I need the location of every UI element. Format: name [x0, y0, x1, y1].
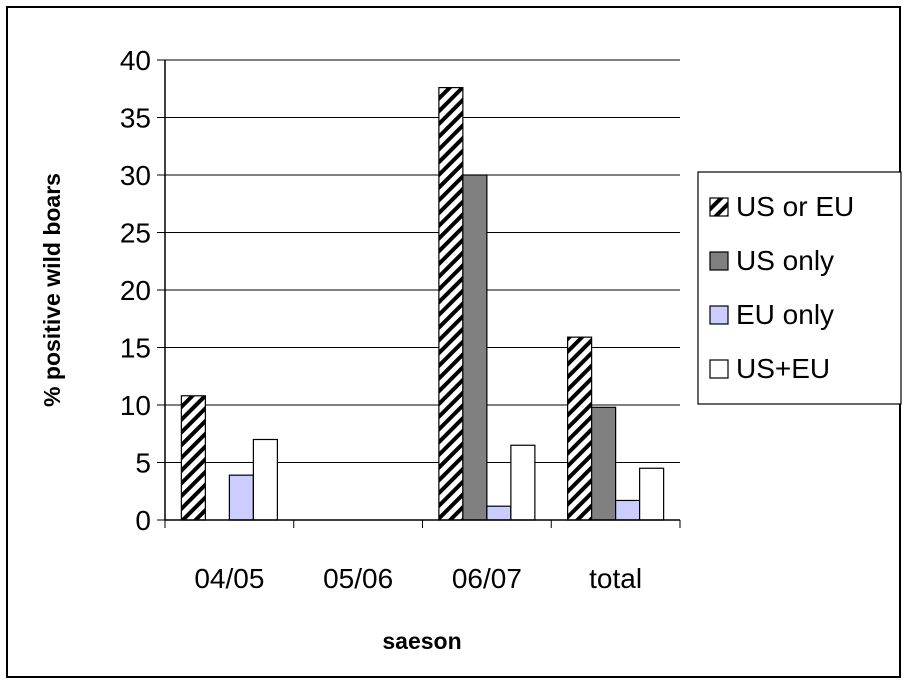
- bar-eu-only-06-07: [486, 505, 512, 521]
- y-tick-label: 40: [120, 45, 151, 76]
- legend-swatch: [709, 305, 729, 325]
- bar-eu-only-total: [615, 499, 641, 521]
- bar-us-or-eu-total: [567, 336, 593, 521]
- legend-swatch: [709, 197, 729, 217]
- x-axis-label: saeson: [382, 628, 461, 654]
- y-tick-label: 15: [120, 333, 151, 364]
- y-tick-label: 0: [135, 505, 151, 536]
- y-tick-label: 35: [120, 103, 151, 134]
- legend-box: [697, 171, 902, 405]
- x-tick-label: total: [589, 563, 642, 594]
- x-tick-label: 06/07: [452, 563, 522, 594]
- bar-us-or-eu-06-07: [438, 86, 464, 521]
- axes: 0 5 10 15 20 25 30 35 40 04/05 05/06 06/07 total: [120, 45, 681, 594]
- legend-label: US+EU: [736, 353, 830, 384]
- bar-us-only-total: [591, 406, 617, 521]
- bars: [180, 86, 665, 521]
- x-tick-label: 05/06: [323, 563, 393, 594]
- x-tick-label: 04/05: [194, 563, 264, 594]
- y-tick-label: 30: [120, 160, 151, 191]
- bar-us-eu-06-07: [510, 444, 536, 521]
- bar-us-eu-total: [639, 467, 665, 521]
- y-tick-label: 20: [120, 275, 151, 306]
- legend-label: US only: [736, 245, 834, 276]
- bar-us-or-eu-04-05: [180, 395, 206, 521]
- bar-us-only-06-07: [462, 174, 488, 521]
- legend-label: EU only: [736, 299, 834, 330]
- bar-us-eu-04-05: [252, 438, 278, 521]
- legend-swatch: [709, 359, 729, 379]
- y-tick-label: 10: [120, 390, 151, 421]
- legend: US or EU US only EU only US+EU: [697, 171, 902, 405]
- y-tick-label: 5: [135, 448, 151, 479]
- y-axis-label: % positive wild boars: [39, 173, 65, 407]
- legend-label: US or EU: [736, 191, 854, 222]
- legend-swatch: [709, 251, 729, 271]
- bar-eu-only-04-05: [228, 474, 254, 521]
- y-tick-label: 25: [120, 218, 151, 249]
